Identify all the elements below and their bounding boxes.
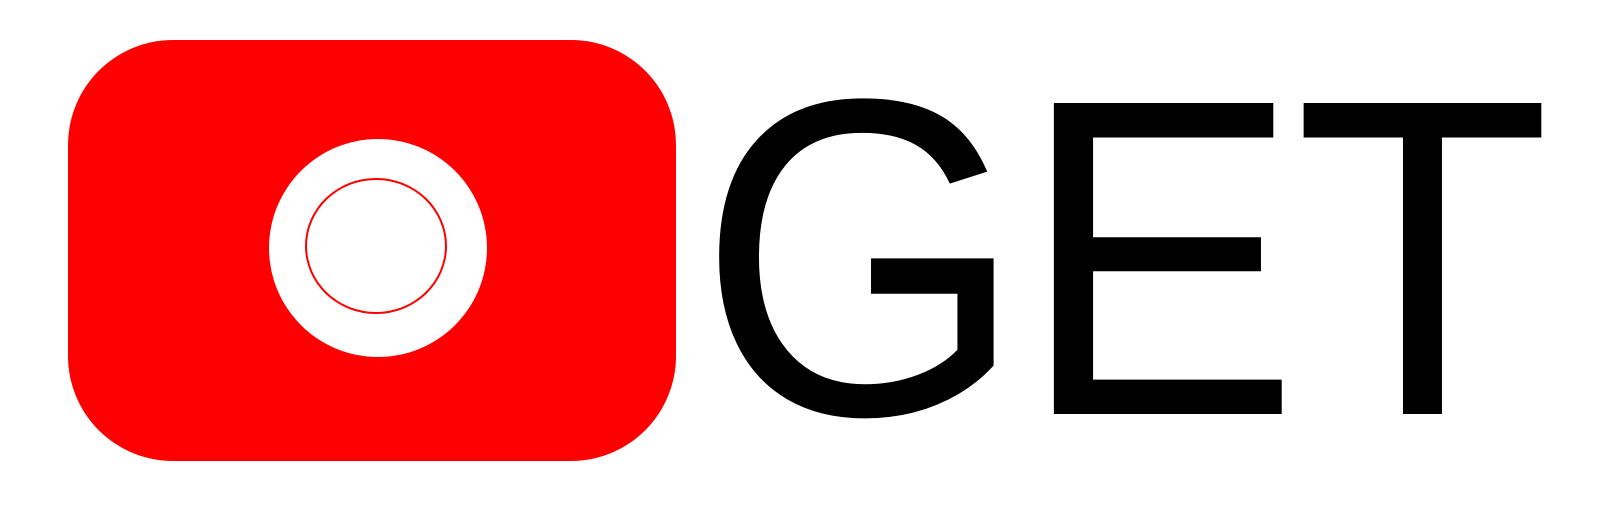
badge-ring [269, 139, 487, 357]
badge-inner-circle [305, 178, 447, 314]
record-badge-icon [68, 40, 676, 461]
logo-wordmark: GET [698, 5, 1551, 510]
